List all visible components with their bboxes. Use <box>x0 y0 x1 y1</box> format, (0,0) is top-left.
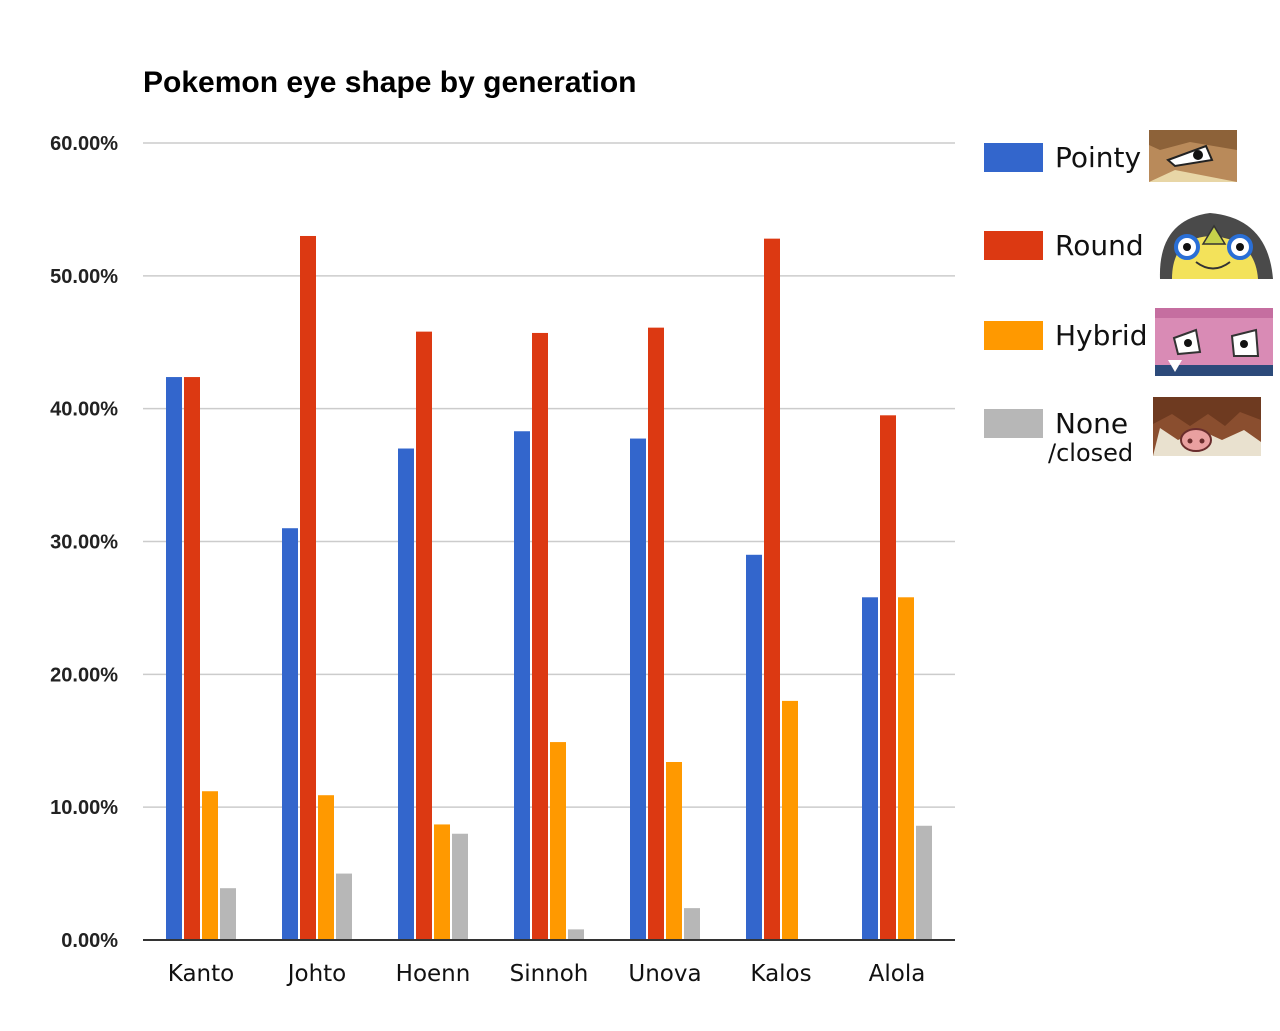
y-tick-label: 40.00% <box>50 399 118 421</box>
legend-sublabel: /closed <box>1048 439 1133 467</box>
bar-none-alola <box>916 825 932 940</box>
bar-hybrid-sinnoh <box>550 742 566 940</box>
bar-pointy-hoenn <box>398 448 414 940</box>
y-tick-label: 30.00% <box>50 532 118 554</box>
legend-label-round: Round <box>1055 229 1144 262</box>
y-axis-ticks: 0.00% 10.00% 20.00% 30.00% 40.00% 50.00% 60.00… <box>50 133 118 952</box>
bar-hybrid-johto <box>318 795 334 940</box>
bar-hybrid-unova <box>666 762 682 940</box>
x-tick-label: Kanto <box>168 961 234 987</box>
bar-hybrid-hoenn <box>434 824 450 940</box>
pointy-eye-pokemon-image <box>1149 130 1237 182</box>
bar-pointy-kanto <box>166 377 182 940</box>
legend: Pointy Round Hybrid None/closed <box>984 130 1273 467</box>
bar-pointy-unova <box>630 438 646 940</box>
bar-hybrid-kanto <box>202 791 218 940</box>
x-axis-ticks: Kanto Johto Hoenn Sinnoh Unova Kalos Alola <box>168 961 926 987</box>
x-tick-label: Kalos <box>750 961 811 987</box>
legend-swatch-pointy <box>984 143 1043 172</box>
closed-eye-pokemon-image <box>1153 397 1261 456</box>
bar-round-johto <box>300 235 316 940</box>
bar-none-unova <box>684 908 700 940</box>
bar-none-kanto <box>220 888 236 940</box>
bar-round-alola <box>880 415 896 940</box>
legend-swatch-none <box>984 409 1043 438</box>
chart-title: Pokemon eye shape by generation <box>143 66 637 99</box>
bar-pointy-sinnoh <box>514 431 530 940</box>
x-tick-label: Sinnoh <box>510 961 589 987</box>
bar-hybrid-kalos <box>782 700 798 940</box>
y-tick-label: 0.00% <box>61 930 118 952</box>
y-tick-label: 60.00% <box>50 133 118 155</box>
y-tick-label: 20.00% <box>50 664 118 686</box>
bar-none-hoenn <box>452 833 468 940</box>
bar-pointy-kalos <box>746 554 762 940</box>
bar-round-sinnoh <box>532 332 548 940</box>
gridlines <box>143 142 955 808</box>
bars <box>166 235 932 941</box>
bar-hybrid-alola <box>898 597 914 940</box>
legend-swatch-round <box>984 231 1043 260</box>
y-tick-label: 50.00% <box>50 266 118 288</box>
x-tick-label: Unova <box>628 961 701 987</box>
bar-pointy-alola <box>862 597 878 940</box>
y-tick-label: 10.00% <box>50 797 118 819</box>
bar-round-hoenn <box>416 331 432 941</box>
bar-round-kanto <box>184 377 200 940</box>
x-tick-label: Alola <box>869 961 926 987</box>
legend-label-none: None <box>1055 407 1128 440</box>
x-tick-label: Hoenn <box>396 961 471 987</box>
bar-none-sinnoh <box>568 929 584 940</box>
bar-pointy-johto <box>282 528 298 940</box>
legend-label-pointy: Pointy <box>1055 141 1141 174</box>
x-tick-label: Johto <box>286 961 347 987</box>
bar-round-kalos <box>764 238 780 940</box>
bar-round-unova <box>648 327 664 941</box>
bar-none-johto <box>336 873 352 940</box>
legend-swatch-hybrid <box>984 321 1043 350</box>
hybrid-eye-pokemon-image <box>1155 308 1273 376</box>
legend-label-hybrid: Hybrid <box>1055 319 1147 352</box>
round-eye-pokemon-image <box>1159 213 1273 279</box>
